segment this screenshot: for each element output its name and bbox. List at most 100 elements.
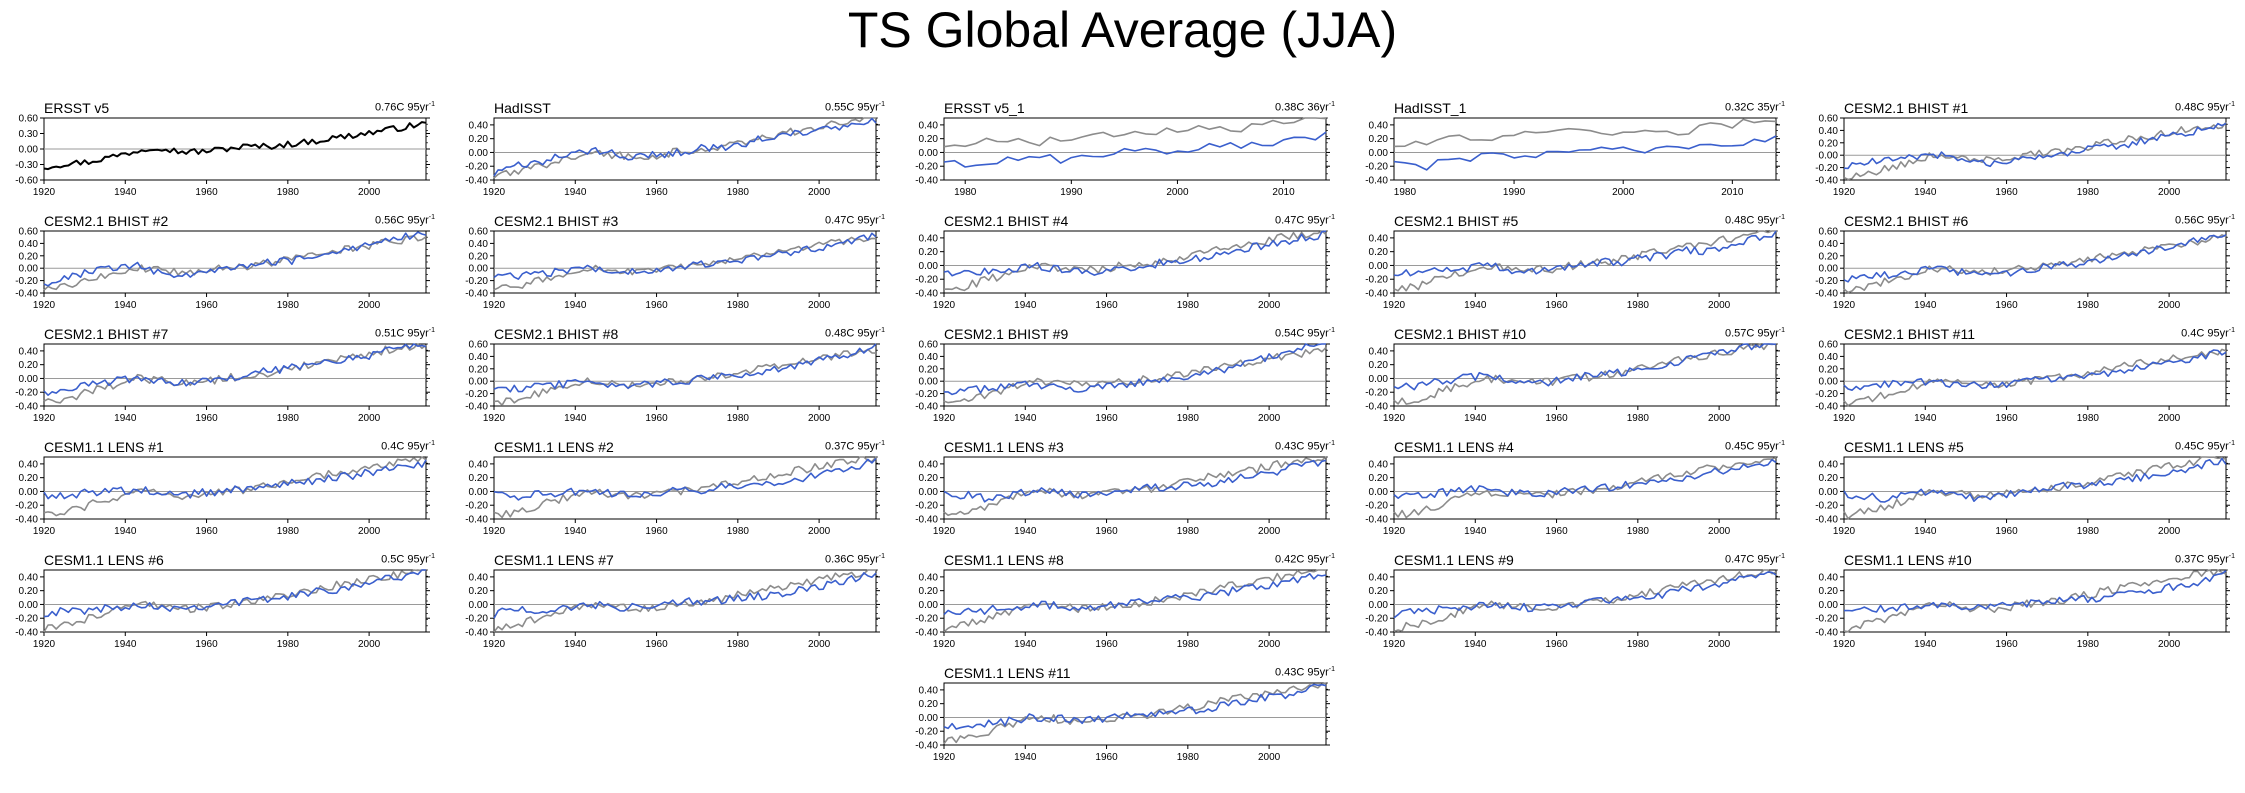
x-tick-label: 1960: [1995, 300, 2018, 311]
trend-value: 0.48C 95yr: [2174, 101, 2229, 114]
trend-value: 0.37C 95yr: [824, 440, 879, 453]
y-tick-label: 0.20: [919, 364, 939, 375]
y-tick-label: -0.40: [15, 402, 38, 413]
y-tick-label: 0.40: [469, 239, 489, 250]
trend-value: 0.47C 95yr: [1274, 214, 1329, 227]
y-tick-label: -0.20: [1815, 614, 1838, 625]
panel-title: CESM2.1 BHIST #11: [1844, 326, 1975, 342]
x-tick-label: 1960: [195, 413, 218, 424]
y-tick-label: 0.40: [1369, 120, 1389, 131]
y-tick-label: -0.40: [1365, 289, 1388, 300]
x-tick-label: 2000: [1708, 526, 1731, 537]
panel-title: ERSST v5_1: [944, 100, 1025, 116]
x-tick-label: 1920: [483, 526, 506, 537]
y-tick-label: -0.40: [465, 515, 488, 526]
x-tick-label: 1920: [933, 300, 956, 311]
plot-frame: [493, 117, 877, 181]
trend-exponent: -1: [428, 553, 435, 560]
x-tick-label: 1960: [195, 639, 218, 650]
x-tick-label: 1960: [195, 187, 218, 198]
chart-panel: CESM2.1 BHIST #7 0.51C 95yr-1 0.40 0.20 0.00…: [0, 326, 450, 446]
plot-frame: [1843, 117, 2227, 181]
y-tick-label: 0.40: [919, 120, 939, 131]
panel-trend: 0.43C 95yr-1: [1275, 662, 1335, 681]
y-tick-label: 0.00: [1819, 264, 1839, 275]
chart-panel: CESM1.1 LENS #2 0.37C 95yr-1 0.40 0.20 0.00-…: [450, 439, 900, 559]
y-tick-label: 0.00: [919, 600, 939, 611]
trend-exponent: -1: [2228, 553, 2235, 560]
trend-exponent: -1: [428, 440, 435, 447]
y-tick-label: -0.40: [15, 289, 38, 300]
y-tick-label: -0.40: [15, 515, 38, 526]
y-tick-label: 0.00: [19, 264, 39, 275]
x-tick-label: 1940: [1464, 300, 1487, 311]
trend-exponent: -1: [1778, 553, 1785, 560]
trend-value: 0.76C 95yr: [374, 101, 429, 114]
x-tick-label: 1980: [1177, 300, 1200, 311]
chart-panel: HadISST 0.55C 95yr-1 0.40 0.20 0.00 -0.20 -0.4…: [450, 100, 900, 220]
panel-title: CESM1.1 LENS #3: [944, 439, 1064, 455]
y-tick-label: 0.00: [1369, 600, 1389, 611]
x-tick-label: 1960: [645, 526, 668, 537]
panel-trend: 0.54C 95yr-1: [1275, 323, 1335, 342]
trend-value: 0.55C 95yr: [824, 101, 879, 114]
x-tick-label: 1980: [727, 187, 750, 198]
y-tick-label: -0.40: [1365, 628, 1388, 639]
panel-trend: 0.4C 95yr-1: [381, 436, 435, 455]
y-tick-label: -0.20: [465, 501, 488, 512]
y-tick-label: 0.00: [469, 264, 489, 275]
chart-panel: CESM1.1 LENS #8 0.42C 95yr-1 0.40 0.20 0.00-…: [900, 552, 1350, 672]
chart-panel: CESM2.1 BHIST #2 0.56C 95yr-1 0.60 0.40 0.20…: [0, 213, 450, 333]
x-tick-label: 1960: [1545, 639, 1568, 650]
x-tick-label: 1920: [933, 639, 956, 650]
series-line: [1843, 234, 2227, 283]
series-line: [943, 683, 1327, 730]
y-tick-label: -0.40: [465, 289, 488, 300]
plot-frame: [493, 343, 877, 407]
x-tick-label: 1980: [277, 639, 300, 650]
series-line: [943, 346, 1327, 404]
y-tick-label: -0.20: [1815, 163, 1838, 174]
x-tick-label: 1920: [1383, 300, 1406, 311]
panel-trend: 0.55C 95yr-1: [825, 97, 885, 116]
x-tick-label: 1940: [564, 639, 587, 650]
y-tick-label: 0.00: [1819, 600, 1839, 611]
x-tick-label: 1940: [1464, 526, 1487, 537]
y-tick-label: 0.40: [469, 352, 489, 363]
series-line: [1393, 230, 1776, 292]
y-tick-label: 0.20: [919, 247, 939, 258]
x-tick-label: 1960: [1095, 526, 1118, 537]
y-tick-label: 0.40: [19, 459, 39, 470]
x-tick-label: 1960: [1095, 639, 1118, 650]
x-tick-label: 1940: [114, 413, 137, 424]
y-tick-label: 0.00: [919, 148, 939, 159]
x-tick-label: 2000: [1258, 752, 1281, 763]
trend-value: 0.36C 95yr: [824, 553, 879, 566]
x-tick-label: 1980: [2077, 526, 2100, 537]
trend-value: 0.54C 95yr: [1274, 327, 1329, 340]
panel-trend: 0.48C 95yr-1: [2175, 97, 2235, 116]
panel-title: HadISST_1: [1394, 100, 1467, 116]
trend-value: 0.5C 95yr: [381, 553, 429, 566]
y-tick-label: 0.20: [919, 473, 939, 484]
y-tick-label: 0.00: [469, 148, 489, 159]
y-tick-label: 0.20: [19, 251, 39, 262]
series-line: [493, 117, 876, 179]
y-tick-label: 0.20: [1369, 134, 1389, 145]
chart-plot: 0.40 0.20 0.00 -0.20 -0.40 1980 1990 2000 2010: [1365, 117, 1780, 198]
chart-panel: CESM2.1 BHIST #9 0.54C 95yr-1 0.60 0.40 0.20…: [900, 326, 1350, 446]
x-tick-label: 1990: [1060, 187, 1083, 198]
x-tick-label: 1940: [1914, 639, 1937, 650]
x-tick-label: 1980: [1177, 413, 1200, 424]
x-tick-label: 1960: [1545, 300, 1568, 311]
x-tick-label: 1980: [727, 526, 750, 537]
y-tick-label: 0.40: [19, 572, 39, 583]
panel-trend: 0.37C 95yr-1: [2175, 549, 2235, 568]
y-tick-label: 0.30: [19, 129, 39, 140]
plot-frame: [1843, 343, 2227, 407]
x-tick-label: 2000: [808, 300, 831, 311]
